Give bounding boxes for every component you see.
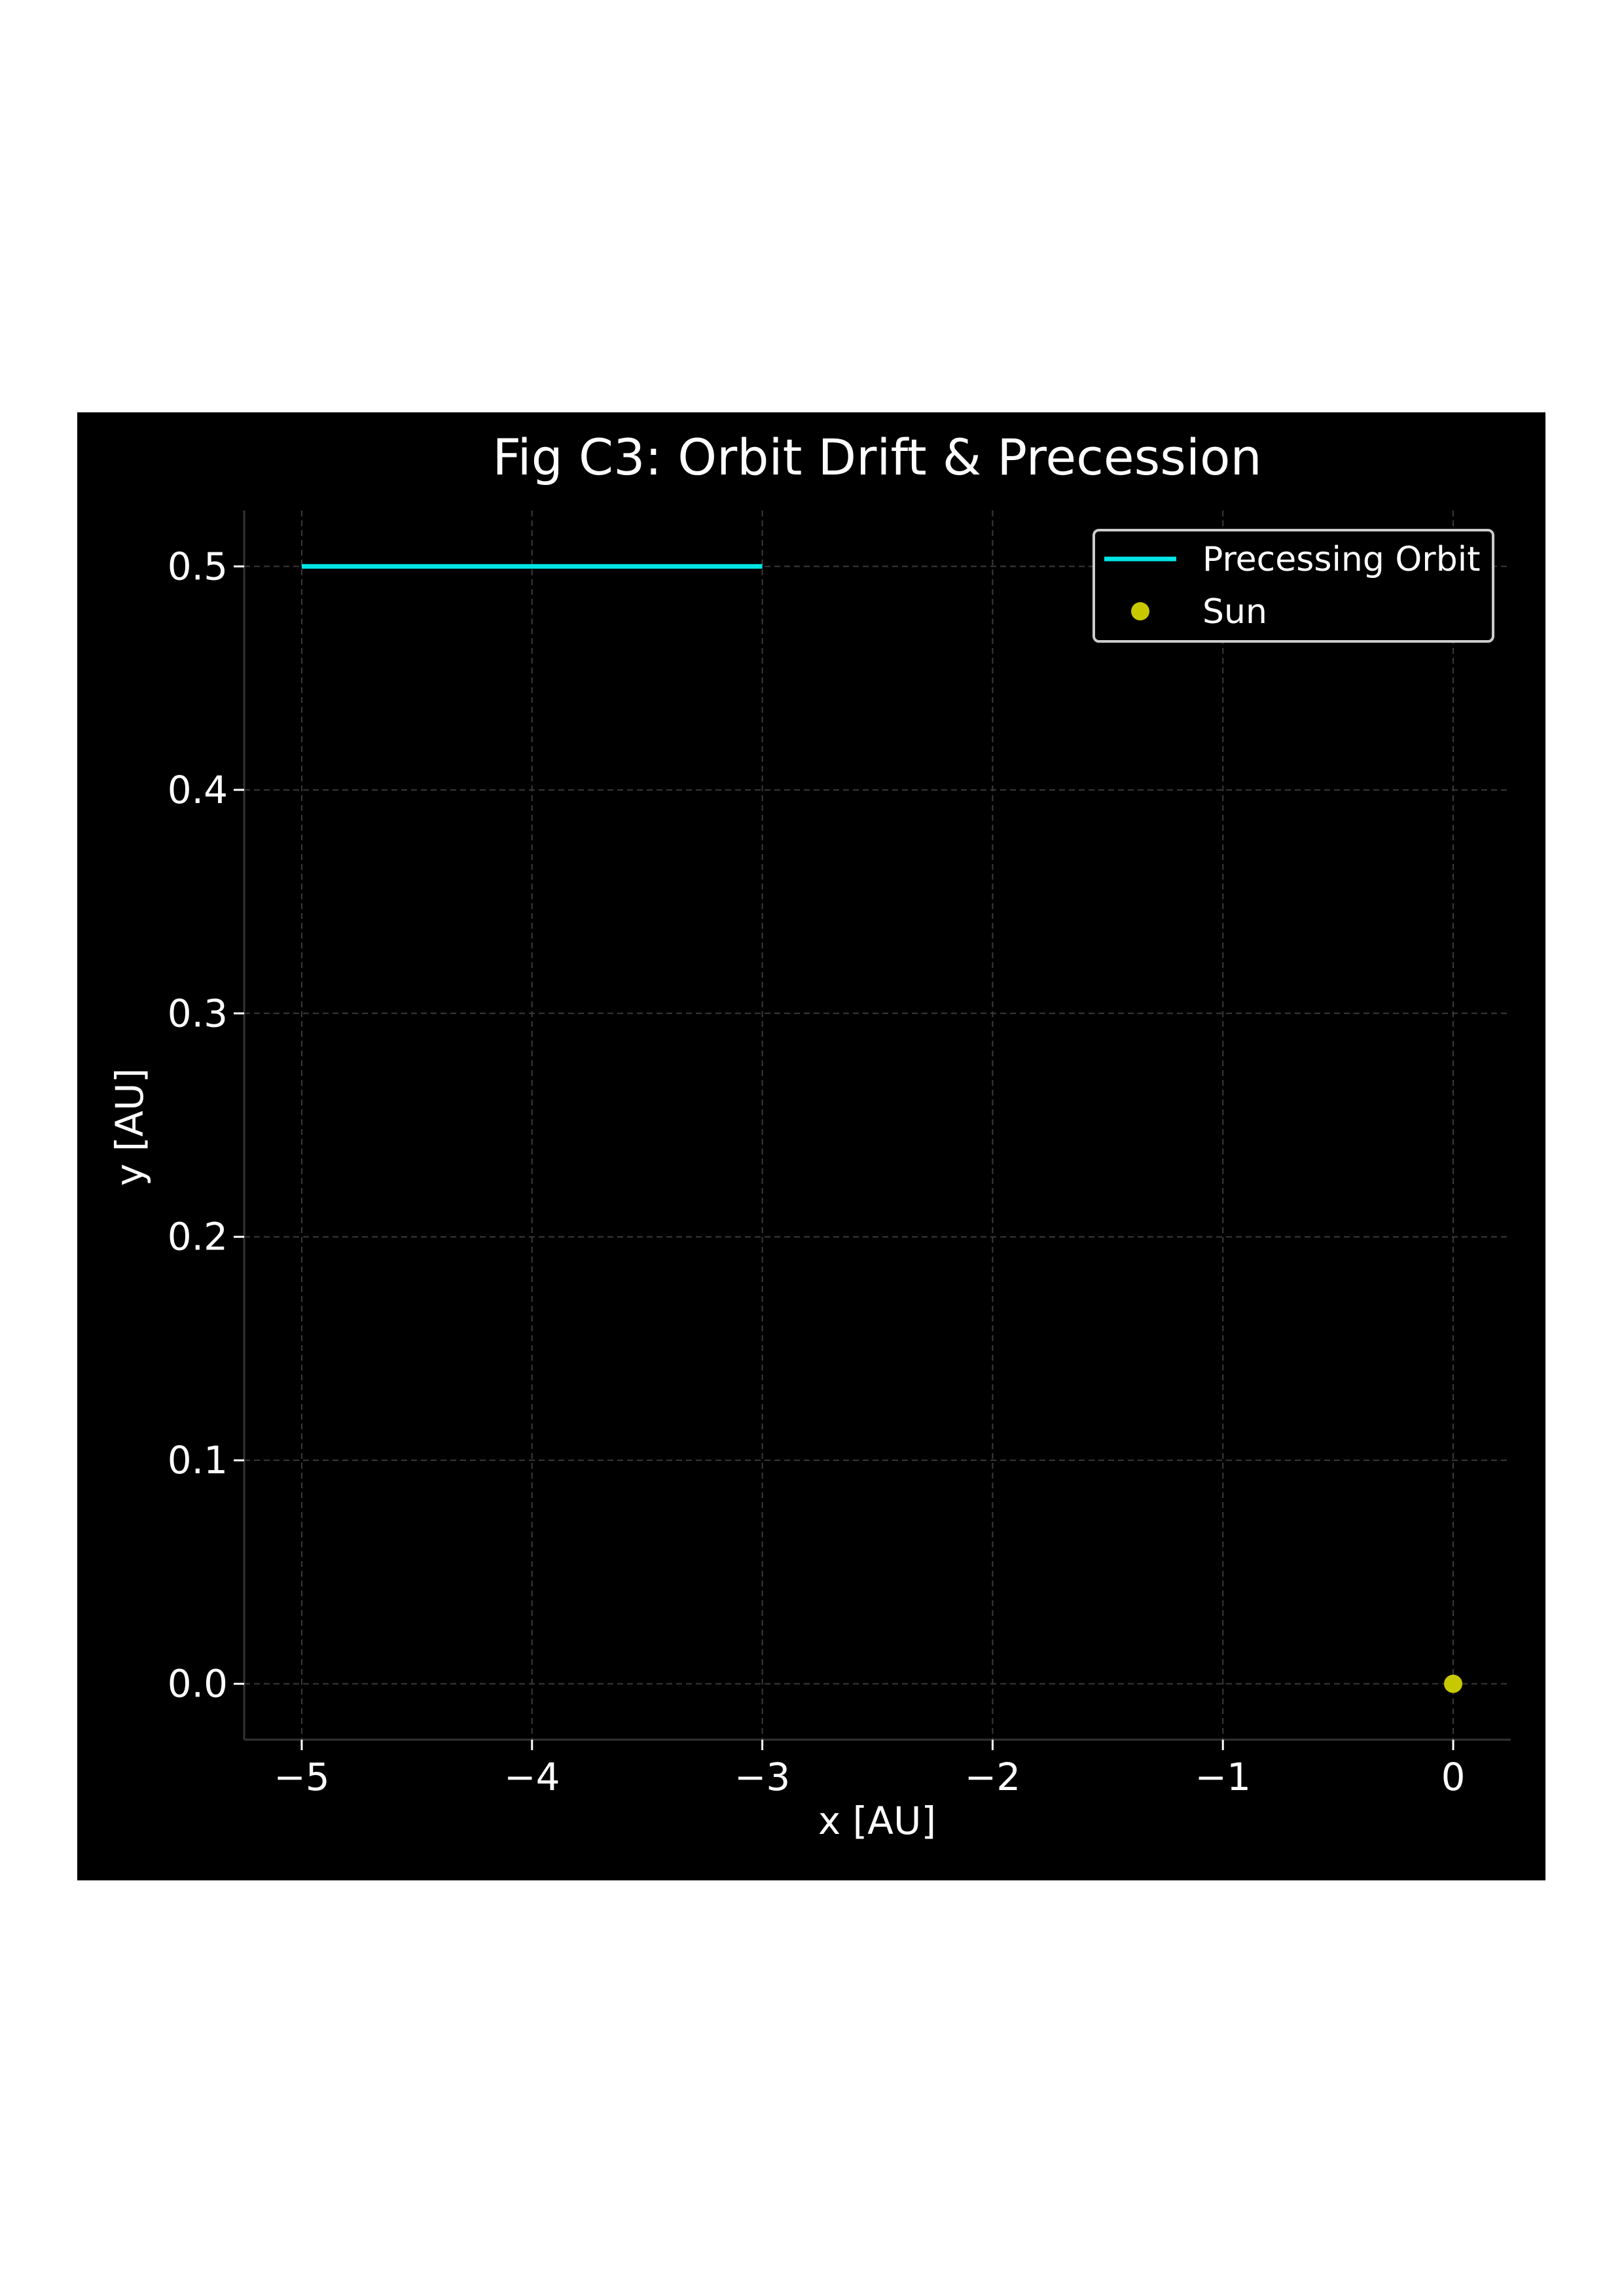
legend-entry-label: Precessing Orbit [1202, 540, 1481, 579]
legend: Precessing Orbit Sun [1092, 529, 1494, 643]
y-tick-label: 0.3 [168, 991, 228, 1035]
y-tick-label: 0.0 [168, 1662, 228, 1706]
x-axis-label: x [AU] [818, 1799, 936, 1843]
chart-svg: −5 −4 −3 −2 −1 0 0.0 0.1 0.2 0.3 0.4 0.5 Fig C3: Or… [107, 428, 1511, 1843]
chart-title: Fig C3: Orbit Drift & Precession [492, 428, 1261, 486]
legend-entry-label: Sun [1202, 592, 1267, 632]
chart-figure: −5 −4 −3 −2 −1 0 0.0 0.1 0.2 0.3 0.4 0.5 Fig C3: Or… [77, 412, 1545, 1880]
axes-layer [243, 511, 1511, 1741]
grid-layer [244, 511, 1511, 1740]
x-tick-label: −5 [274, 1755, 330, 1799]
y-axis-label: y [AU] [107, 1068, 152, 1186]
legend-box [1092, 529, 1494, 643]
sun-point [1444, 1674, 1463, 1693]
y-tick-label: 0.5 [168, 544, 228, 588]
series-layer [301, 564, 1463, 1693]
x-tick-label: 0 [1441, 1755, 1466, 1799]
y-tick-label: 0.2 [168, 1215, 228, 1259]
x-tick-label: −2 [965, 1755, 1021, 1799]
y-tick-label: 0.4 [168, 768, 228, 812]
x-tick-label: −4 [504, 1755, 560, 1799]
x-tick-label: −1 [1195, 1755, 1251, 1799]
ticks-layer: −5 −4 −3 −2 −1 0 0.0 0.1 0.2 0.3 0.4 0.5 [168, 544, 1466, 1799]
legend-point-swatch [1131, 602, 1149, 620]
x-tick-label: −3 [734, 1755, 791, 1799]
y-tick-label: 0.1 [168, 1438, 228, 1482]
